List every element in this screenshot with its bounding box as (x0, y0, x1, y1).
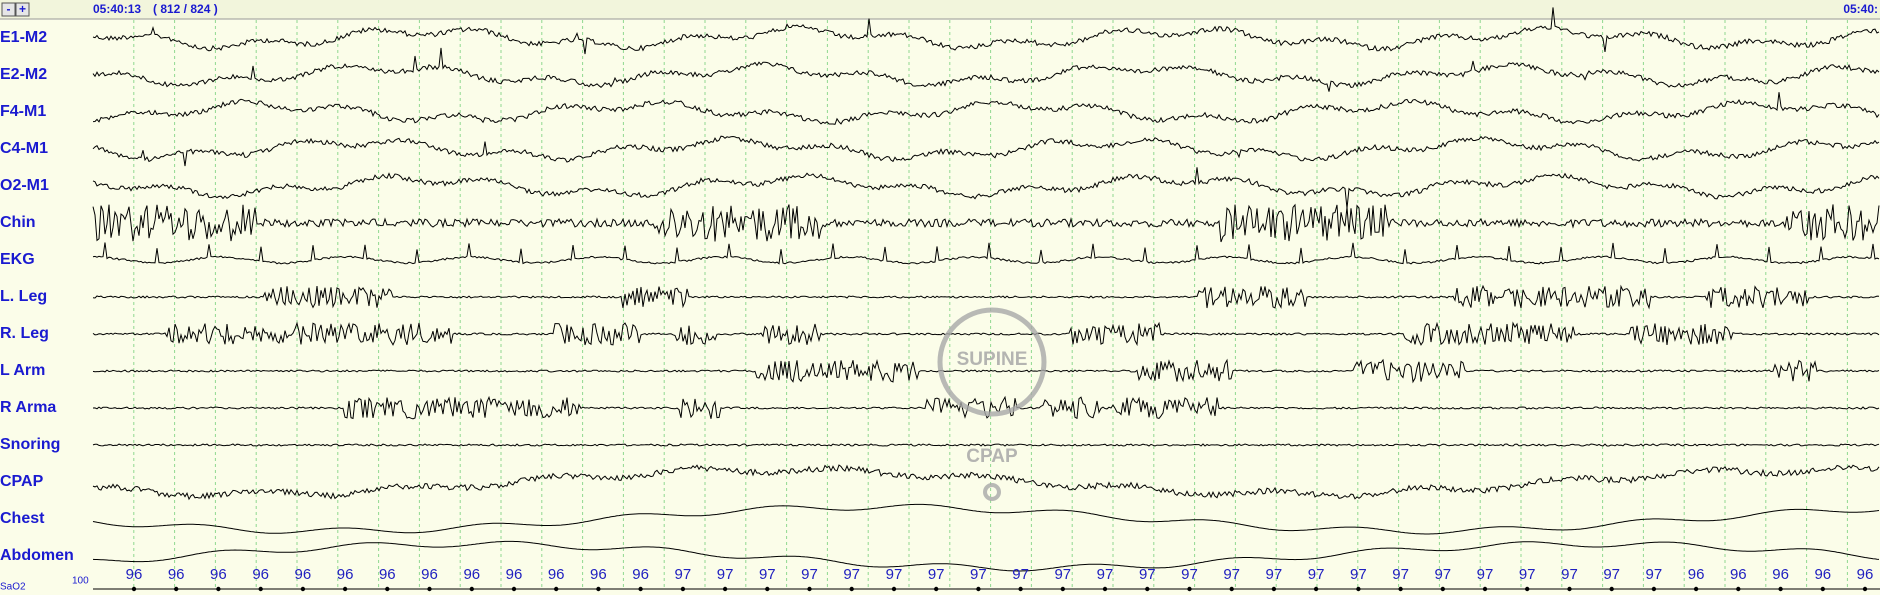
overlay-dot (983, 483, 1001, 501)
end-time: 05:40: (1843, 2, 1878, 16)
sao2-reading: 97 (1181, 566, 1198, 583)
waveform (92, 135, 1880, 167)
channel-label: F4-M1 (0, 103, 46, 120)
channel-label: CPAP (0, 473, 44, 490)
sao2-reading: 97 (1308, 566, 1325, 583)
sao2-reading: 96 (548, 566, 565, 583)
waveform (92, 203, 1880, 243)
sao2-reading: 96 (1772, 566, 1789, 583)
sao2-reading: 96 (590, 566, 607, 583)
mode-text: CPAP (966, 446, 1018, 467)
channel-label: O2-M1 (0, 177, 49, 194)
waveform (92, 242, 1880, 265)
sao2-reading: 97 (1477, 566, 1494, 583)
sao2-reading: 97 (1266, 566, 1283, 583)
sao2-reading: 96 (252, 566, 269, 583)
waveform (92, 47, 1880, 92)
waveform (92, 7, 1880, 55)
sao2-reading: 96 (632, 566, 649, 583)
zoom-in-button[interactable] (15, 2, 30, 17)
channel-label: L. Leg (0, 288, 47, 305)
epoch-counter: ( 812 / 824 ) (153, 2, 218, 16)
sao2-reading: 97 (1646, 566, 1663, 583)
channel-label: E1-M2 (0, 29, 47, 46)
sao2-reading: 96 (463, 566, 480, 583)
sao2-reading: 97 (970, 566, 987, 583)
channel-label: Chest (0, 510, 45, 527)
sao2-reading: 97 (1350, 566, 1367, 583)
sao2-reading: 97 (1434, 566, 1451, 583)
sao2-reading: 96 (421, 566, 438, 583)
sao2-reading: 97 (1223, 566, 1240, 583)
channel-label: Snoring (0, 436, 60, 453)
channel-label: R. Leg (0, 325, 49, 342)
waveform (92, 284, 1880, 310)
waveform (92, 540, 1880, 572)
sao2-reading: 97 (801, 566, 818, 583)
sao2-reading: 97 (1561, 566, 1578, 583)
sao2-reading: 96 (126, 566, 143, 583)
sao2-reading: 96 (168, 566, 185, 583)
start-time: 05:40:13 (93, 2, 141, 16)
sao2-reading: 96 (1730, 566, 1747, 583)
position-overlay: SUPINE CPAP (937, 307, 1047, 501)
channel-label: Abdomen (0, 547, 74, 564)
sao2-reading: 97 (843, 566, 860, 583)
sao2-reading: 96 (1814, 566, 1831, 583)
sao2-label: SaO2 (0, 582, 26, 593)
channel-label: R Arma (0, 399, 56, 416)
sao2-reading: 97 (717, 566, 734, 583)
waveform (92, 443, 1880, 447)
sao2-reading: 97 (675, 566, 692, 583)
sao2-reading: 97 (1519, 566, 1536, 583)
zoom-out-text[interactable]: - (7, 2, 11, 16)
waveform (92, 92, 1880, 125)
channel-label: Chin (0, 214, 36, 231)
waveform (92, 358, 1880, 384)
waveform (92, 503, 1880, 535)
sao2-scale: 100 (72, 576, 89, 587)
sao2-reading: 97 (928, 566, 945, 583)
sao2-reading: 96 (506, 566, 523, 583)
channel-label: EKG (0, 251, 35, 268)
waveform (92, 321, 1880, 347)
channel-label: L Arm (0, 362, 45, 379)
zoom-out-button[interactable] (1, 2, 16, 17)
sao2-reading: 97 (1054, 566, 1071, 583)
sao2-reading: 97 (1012, 566, 1029, 583)
sao2-reading: 97 (1097, 566, 1114, 583)
sao2-reading: 96 (295, 566, 312, 583)
sao2-reading: 96 (1857, 566, 1874, 583)
zoom-in-text[interactable]: + (19, 2, 26, 16)
sao2-reading: 97 (1139, 566, 1156, 583)
sao2-reading: 96 (1688, 566, 1705, 583)
waveform (92, 464, 1880, 501)
toolbar (0, 0, 1880, 19)
sao2-reading: 97 (886, 566, 903, 583)
sao2-reading: 97 (759, 566, 776, 583)
sao2-reading: 96 (379, 566, 396, 583)
sao2-reading: 96 (210, 566, 227, 583)
overlay-ring (937, 307, 1047, 417)
sao2-reading: 97 (1603, 566, 1620, 583)
channel-label: E2-M2 (0, 66, 47, 83)
sao2-reading: 97 (1392, 566, 1409, 583)
sao2-reading: 96 (337, 566, 354, 583)
waveform (92, 167, 1880, 209)
channel-label: C4-M1 (0, 140, 48, 157)
position-text: SUPINE (957, 349, 1028, 370)
